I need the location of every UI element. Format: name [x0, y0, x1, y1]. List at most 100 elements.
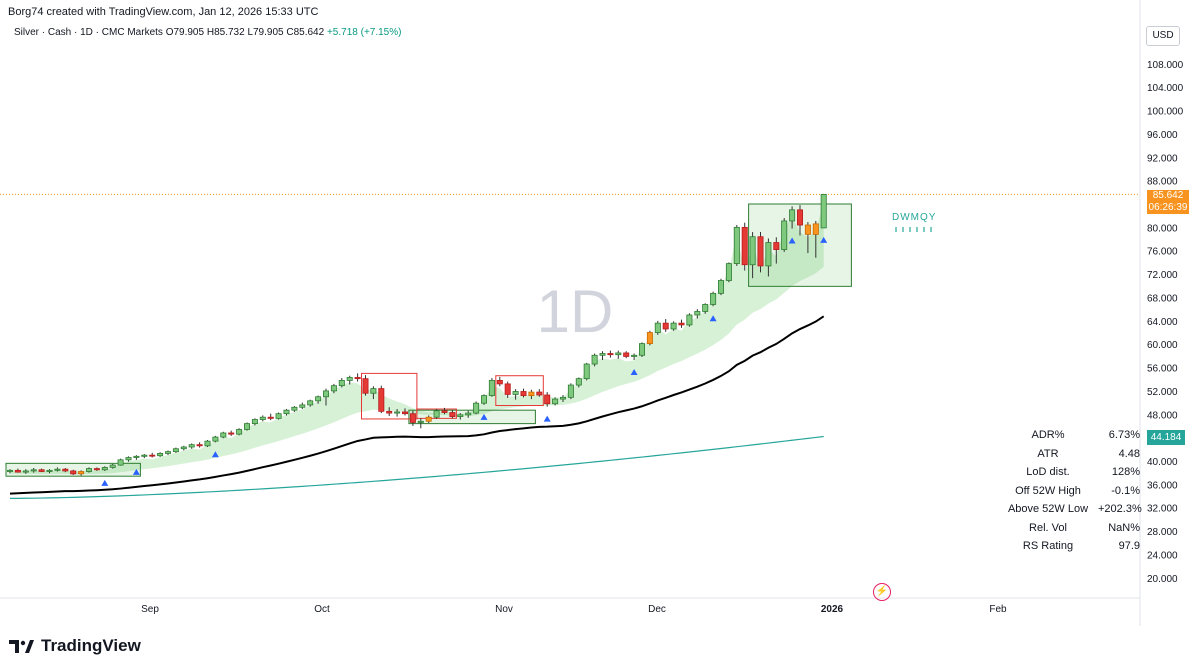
candle-body: [544, 394, 551, 405]
y-tick-label: 20.000: [1147, 574, 1178, 585]
candle: [141, 453, 148, 459]
candle-body: [694, 311, 701, 316]
candle: [93, 467, 100, 471]
candle-body: [78, 471, 85, 475]
candle: [315, 395, 322, 404]
symbol-legend[interactable]: Silver · Cash · 1D · CMC Markets O79.905…: [14, 27, 401, 38]
candle: [567, 383, 574, 400]
candle-body: [480, 395, 487, 404]
stat-label: ATR: [1037, 447, 1059, 460]
candle-body: [520, 391, 527, 396]
candle: [307, 399, 314, 407]
candle-body: [504, 383, 511, 395]
candle: [78, 470, 85, 476]
candle: [378, 385, 385, 414]
candle-body: [725, 263, 732, 281]
candle: [196, 442, 203, 448]
stats-row: RS Rating 97.9: [998, 537, 1140, 556]
time-axis[interactable]: Sep Oct Nov Dec 2026 Feb: [141, 604, 1007, 615]
open-value: O79.905: [165, 27, 205, 38]
candle: [338, 378, 345, 388]
candle: [662, 319, 669, 332]
candle: [70, 469, 77, 476]
symbol-name[interactable]: Silver · Cash · 1D · CMC Markets: [14, 27, 163, 38]
stat-label: Rel. Vol: [1029, 521, 1067, 534]
candle: [180, 445, 187, 451]
candle-body: [236, 429, 243, 435]
signal-triangle: [101, 479, 109, 486]
candle: [710, 291, 717, 307]
candle: [188, 443, 195, 449]
candle: [504, 381, 511, 398]
stat-value: 6.73%: [1108, 429, 1140, 441]
candle: [425, 415, 432, 424]
y-tick-label: 48.000: [1147, 410, 1178, 421]
candle-body: [552, 398, 559, 405]
candle: [251, 418, 258, 426]
stats-row: ADR% 6.73%: [998, 426, 1140, 445]
candle-body: [567, 384, 574, 398]
y-tick-label: 104.000: [1147, 83, 1184, 94]
bar-countdown: 06:26:39: [1148, 202, 1188, 213]
candle: [560, 394, 567, 403]
candle-body: [757, 236, 764, 267]
y-tick-label: 96.000: [1147, 130, 1178, 141]
range-box: [361, 372, 418, 420]
candle: [781, 218, 788, 252]
candle-body: [251, 419, 258, 425]
stats-row: LoD dist. 128%: [998, 463, 1140, 482]
candle-body: [394, 411, 401, 414]
stat-label: Above 52W Low: [1007, 503, 1089, 515]
price-axis[interactable]: 20.00024.00028.00032.00036.00040.00044.0…: [0, 0, 1184, 626]
candle-body: [30, 469, 37, 472]
candle-body: [670, 322, 677, 330]
candle: [330, 383, 337, 394]
candle: [157, 452, 164, 457]
candle: [544, 392, 551, 407]
candle: [212, 435, 219, 443]
candle: [639, 342, 646, 358]
candle-body: [133, 455, 140, 458]
candle-body: [307, 400, 314, 406]
candle-body: [14, 469, 21, 473]
candle: [646, 330, 653, 346]
candle-body: [204, 440, 211, 447]
candle-body: [646, 332, 653, 344]
candle-body: [172, 448, 179, 453]
candle: [441, 407, 448, 415]
tradingview-logo[interactable]: TradingView: [9, 636, 141, 656]
candle: [496, 376, 503, 387]
candle: [54, 467, 61, 472]
lightning-icon[interactable]: ⚡: [873, 583, 891, 601]
candle-body: [488, 379, 495, 396]
candle-body: [583, 363, 590, 380]
candle-body: [749, 236, 756, 266]
candle: [346, 375, 353, 385]
y-tick-label: 108.000: [1147, 60, 1184, 71]
candle-body: [228, 432, 235, 435]
attribution-text: Borg74 created with TradingView.com, Jan…: [8, 6, 319, 18]
x-tick-label: Dec: [648, 604, 666, 615]
candle: [599, 351, 606, 360]
candle-body: [710, 292, 717, 305]
candle: [757, 232, 764, 273]
y-tick-label: 40.000: [1147, 457, 1178, 468]
candle-body: [409, 413, 416, 423]
candle: [204, 439, 211, 447]
candle-body: [22, 470, 29, 473]
candle-body: [401, 411, 408, 415]
consolidation-boxes: [5, 203, 852, 477]
candle: [812, 220, 819, 258]
tradingview-mark-icon: [9, 640, 34, 653]
candle: [607, 350, 614, 358]
change-value: +5.718 (+7.15%): [326, 27, 402, 38]
candle-body: [109, 464, 116, 468]
y-tick-label: 80.000: [1147, 223, 1178, 234]
candle: [615, 350, 622, 359]
currency-button[interactable]: USD: [1146, 26, 1180, 46]
candle: [401, 408, 408, 416]
candle-body: [512, 391, 519, 395]
candle-body: [457, 414, 464, 418]
candle: [267, 413, 274, 421]
